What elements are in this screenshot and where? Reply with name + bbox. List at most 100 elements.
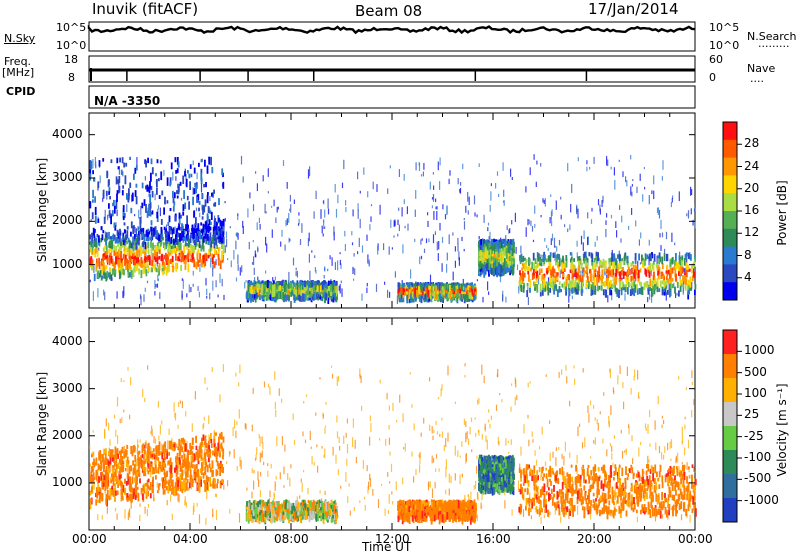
power-echo [622, 266, 624, 271]
power-speckle [242, 226, 244, 234]
power-echo [169, 208, 172, 212]
power-echo [643, 282, 646, 290]
power-echo [460, 283, 463, 292]
power-echo [483, 268, 486, 273]
power-speckle [590, 219, 593, 224]
power-speckle [313, 211, 315, 219]
power-echo [401, 283, 404, 290]
power-speckle [525, 227, 527, 237]
power-echo [211, 237, 214, 244]
power-echo [694, 284, 697, 290]
power-speckle [540, 254, 542, 258]
power-echo [621, 258, 623, 262]
power-echo [109, 267, 111, 271]
nave-tick-low: 0 [709, 71, 716, 84]
power-speckle [636, 186, 638, 193]
power-speckle [361, 245, 364, 253]
power-speckle [554, 251, 556, 261]
power-echo [324, 289, 327, 293]
velocity-speckle [675, 455, 677, 462]
power-echo [93, 273, 96, 282]
power-echo [678, 271, 680, 276]
power-echo [123, 162, 126, 168]
power-echo [153, 253, 156, 260]
power-echo [634, 273, 637, 282]
power-echo [283, 284, 286, 293]
power-echo [128, 263, 130, 270]
power-echo [416, 289, 419, 298]
velocity-speckle [613, 390, 615, 395]
power-echo [548, 261, 551, 270]
power-echo [440, 294, 443, 302]
power-speckle [462, 163, 464, 170]
power-speckle [333, 231, 335, 241]
power-echo [124, 175, 127, 185]
power-echo [449, 291, 452, 300]
power-speckle [165, 224, 168, 231]
velocity-speckle [124, 509, 126, 519]
power-speckle [123, 286, 125, 296]
velocity-speckle [321, 498, 323, 503]
power-echo [487, 256, 490, 260]
velocity-speckle [467, 438, 470, 445]
power-echo [671, 257, 674, 265]
power-echo [216, 228, 219, 233]
power-echo [532, 269, 535, 276]
power-echo [665, 276, 668, 280]
power-echo [637, 269, 640, 279]
power-speckle [292, 257, 295, 266]
power-echo [572, 285, 575, 294]
power-echo [278, 283, 280, 288]
power-echo [609, 270, 611, 276]
power-echo [630, 284, 633, 292]
power-echo [519, 276, 522, 282]
power-echo [608, 258, 611, 265]
power-echo [264, 284, 266, 290]
power-echo [667, 270, 670, 275]
power-echo [152, 242, 154, 251]
power-echo [681, 260, 683, 267]
power-echo [115, 251, 118, 257]
power-echo [126, 247, 129, 257]
power-echo [100, 237, 103, 243]
power-speckle [182, 238, 184, 243]
power-echo [117, 166, 120, 170]
power-echo [182, 204, 185, 211]
power-echo [579, 274, 582, 282]
power-echo [269, 283, 272, 290]
power-speckle [560, 214, 562, 220]
power-echo [631, 282, 633, 286]
power-speckle [432, 194, 435, 202]
power-echo [115, 245, 118, 252]
power-echo [549, 281, 551, 287]
power-speckle [116, 291, 118, 299]
power-echo [612, 283, 614, 289]
power-echo [630, 262, 633, 267]
power-echo [185, 234, 188, 241]
power-echo [109, 196, 111, 200]
power-speckle [401, 207, 403, 217]
power-echo [537, 254, 539, 262]
power-echo [180, 264, 182, 271]
power-speckle [262, 175, 264, 182]
power-echo [210, 241, 213, 248]
power-echo [128, 239, 131, 249]
date-title: 17/Jan/2014 [588, 0, 679, 18]
power-echo [531, 261, 534, 270]
power-echo [94, 249, 97, 258]
power-echo [122, 253, 125, 260]
velocity-speckle [445, 459, 447, 469]
power-echo [127, 260, 129, 267]
power-echo [666, 272, 669, 277]
velocity-speckle [392, 501, 394, 505]
power-speckle [533, 154, 535, 160]
power-echo [594, 262, 596, 270]
power-echo [300, 290, 302, 296]
power-echo [686, 283, 689, 292]
power-speckle [598, 257, 600, 264]
power-echo [512, 261, 515, 265]
power-echo [146, 184, 149, 192]
power-echo [580, 260, 583, 265]
power-echo [611, 252, 613, 262]
power-echo [214, 202, 217, 207]
